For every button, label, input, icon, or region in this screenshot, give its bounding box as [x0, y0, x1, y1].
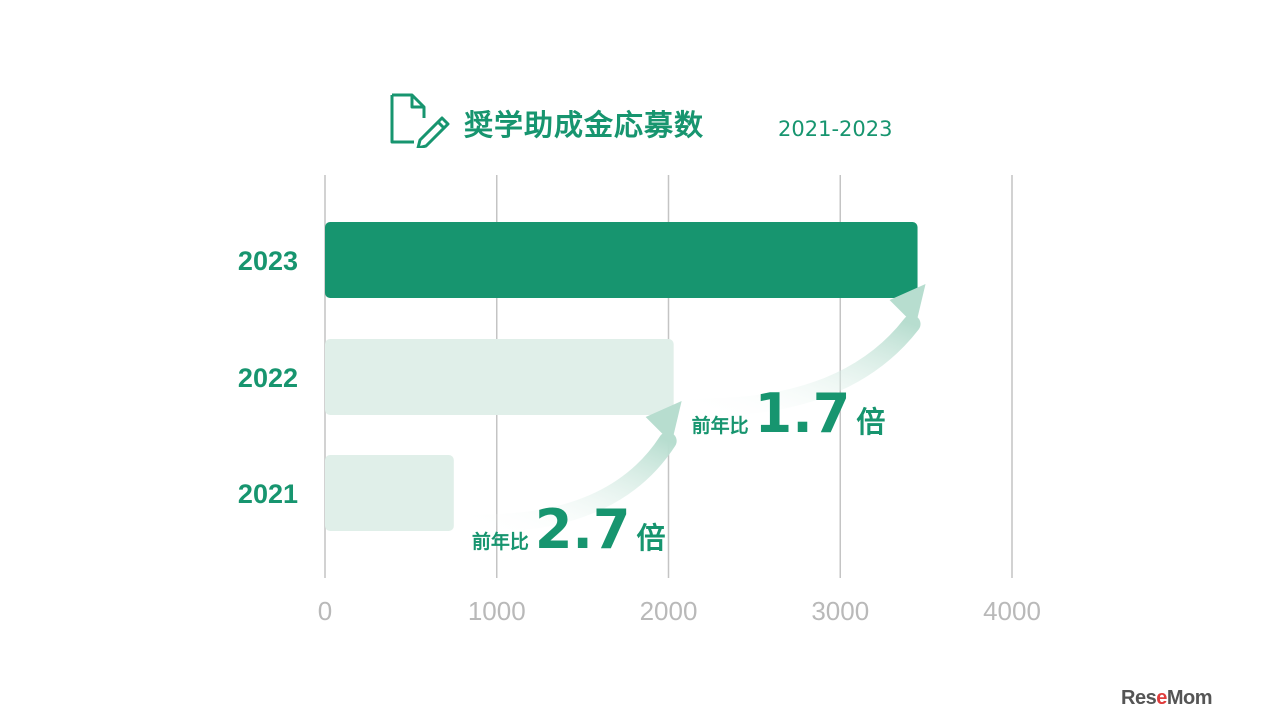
growth-arrow-shaft — [674, 315, 921, 417]
y-category-label: 2022 — [238, 363, 298, 393]
growth-arrow-head — [889, 284, 926, 326]
x-tick-label: 4000 — [983, 596, 1041, 626]
bar-2022 — [325, 339, 674, 415]
growth-arrow-head — [645, 401, 682, 443]
x-tick-label: 0 — [318, 596, 332, 626]
annotation-prefix: 前年比 — [692, 414, 749, 437]
growth-annotation: 前年比 2.7 倍 — [472, 498, 666, 561]
bar-2023 — [325, 222, 918, 298]
annotation-prefix: 前年比 — [472, 530, 529, 553]
document-edit-icon — [390, 93, 450, 148]
resemom-logo: ReseMom — [1121, 687, 1213, 709]
annotation-ratio: 2.7 — [535, 498, 631, 561]
x-tick-label: 3000 — [811, 596, 869, 626]
y-category-label: 2021 — [238, 479, 298, 509]
annotation-suffix: 倍 — [637, 521, 666, 555]
x-tick-label: 1000 — [468, 596, 526, 626]
chart-subtitle-range: 2021-2023 — [778, 117, 893, 141]
bar-2021 — [325, 455, 454, 531]
annotation-ratio: 1.7 — [755, 382, 851, 445]
y-category-label: 2023 — [238, 246, 298, 276]
x-tick-label: 2000 — [640, 596, 698, 626]
growth-arrow-shaft — [454, 432, 677, 533]
annotation-suffix: 倍 — [856, 405, 885, 439]
chart-title: 奨学助成金応募数 — [464, 108, 705, 142]
growth-annotation: 前年比 1.7 倍 — [692, 382, 886, 445]
